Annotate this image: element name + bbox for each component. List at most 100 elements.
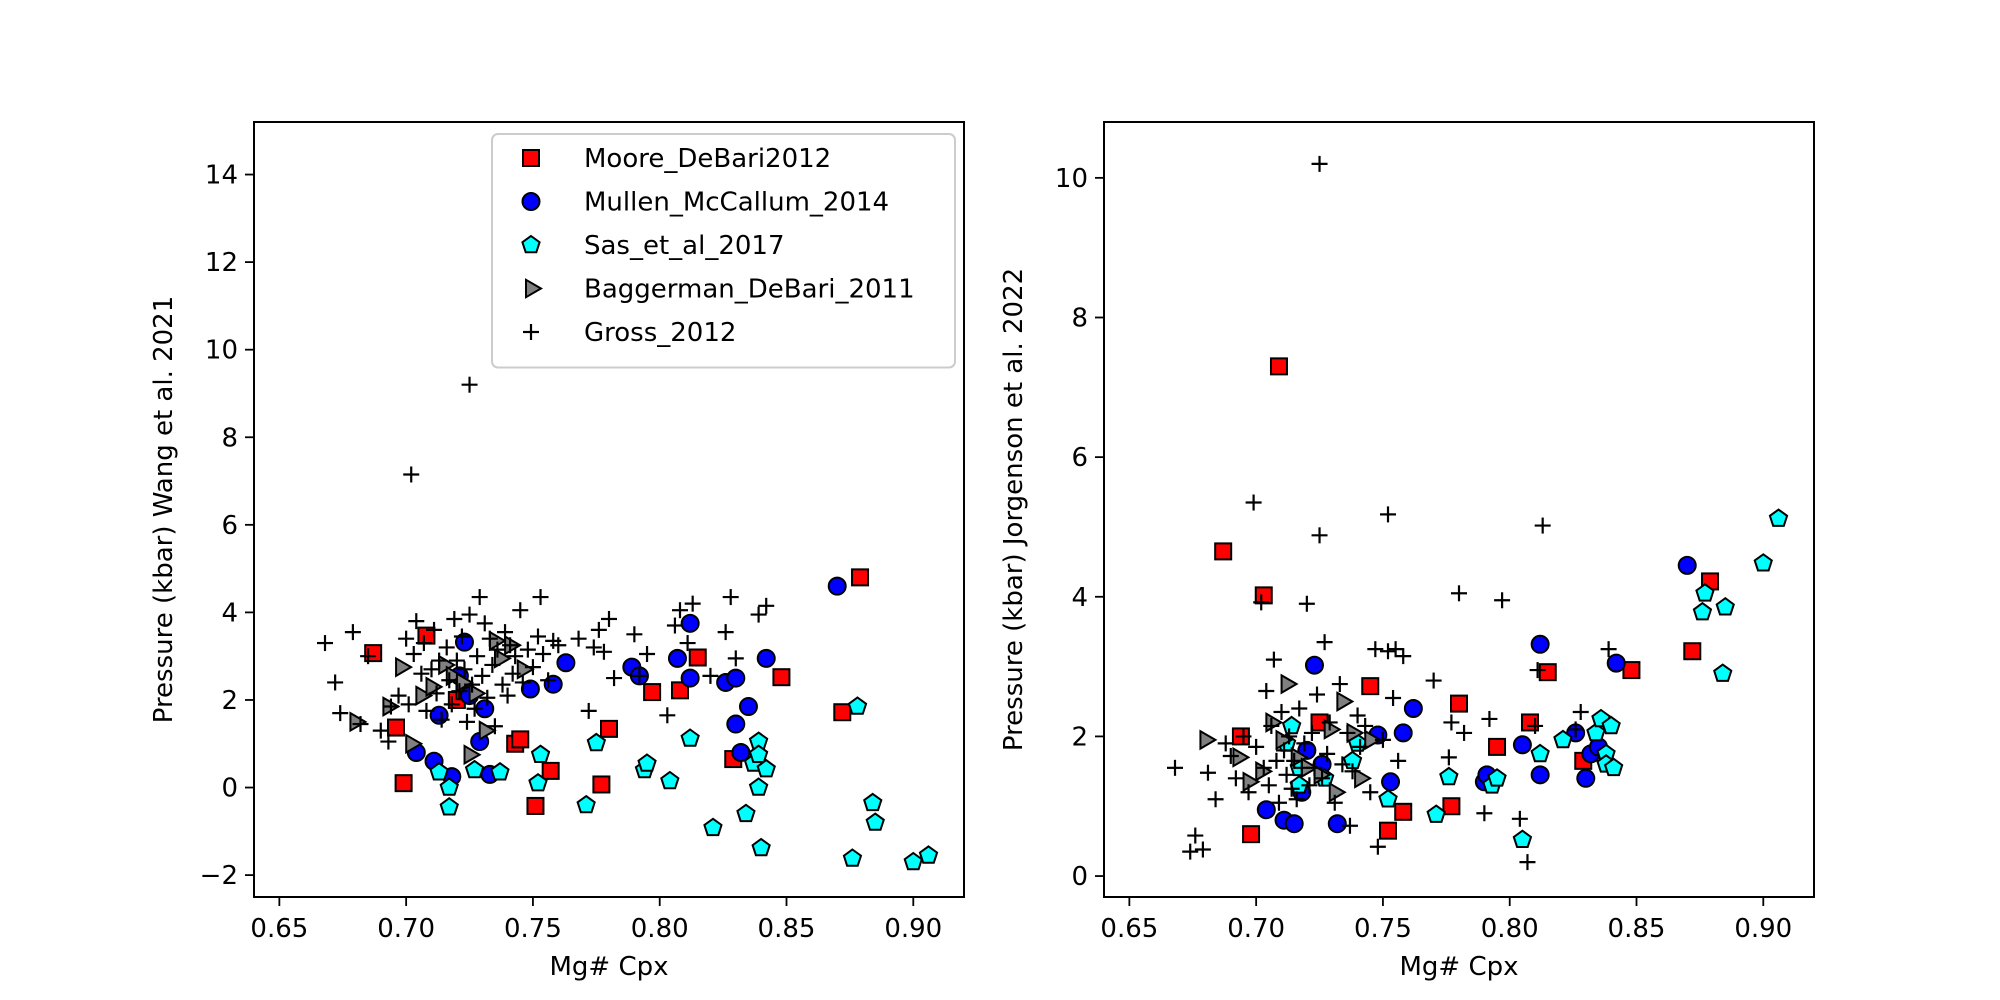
data-point xyxy=(439,777,459,796)
legend-marker-baggerman-debari-2011 xyxy=(525,278,543,299)
data-point xyxy=(490,761,510,781)
data-point xyxy=(748,777,769,796)
data-point xyxy=(476,615,493,632)
data-point xyxy=(903,851,923,871)
data-point xyxy=(1270,794,1287,811)
data-point xyxy=(576,794,596,814)
x-tick-label: 0.65 xyxy=(250,914,308,944)
data-point xyxy=(1530,765,1550,785)
data-point xyxy=(1488,737,1507,756)
data-point xyxy=(493,647,512,669)
data-point xyxy=(586,732,607,752)
data-point xyxy=(863,792,883,812)
data-point xyxy=(1369,838,1386,855)
data-point xyxy=(403,466,420,483)
data-point xyxy=(1331,676,1348,693)
data-point xyxy=(1303,724,1320,741)
data-point xyxy=(756,758,776,778)
data-point xyxy=(1476,805,1493,822)
data-point xyxy=(1273,703,1290,720)
data-point xyxy=(684,595,701,612)
data-point xyxy=(1260,777,1277,794)
data-point xyxy=(405,645,422,662)
data-point xyxy=(595,643,612,660)
data-point xyxy=(631,667,648,684)
data-point xyxy=(1336,691,1355,712)
plot-frame xyxy=(1103,121,1815,898)
data-point xyxy=(1481,710,1498,727)
data-point xyxy=(1341,817,1358,834)
y-tick-label: 4 xyxy=(1071,583,1088,613)
x-tick-label: 0.65 xyxy=(1100,914,1158,944)
data-point xyxy=(489,641,506,658)
data-point xyxy=(451,683,468,700)
data-point xyxy=(497,624,514,641)
plot-frame xyxy=(253,121,965,898)
data-point xyxy=(1361,677,1380,696)
data-point xyxy=(1768,508,1789,527)
data-point xyxy=(1288,791,1305,808)
series-gross-2012 xyxy=(1167,155,1617,871)
data-point xyxy=(585,639,602,656)
data-point xyxy=(590,621,607,638)
data-point xyxy=(556,653,576,673)
data-point xyxy=(580,702,597,719)
data-point xyxy=(1254,586,1273,605)
data-point xyxy=(717,624,734,641)
data-point xyxy=(1284,814,1304,834)
data-point xyxy=(1276,742,1293,759)
data-point xyxy=(443,696,460,713)
data-point xyxy=(1603,757,1624,777)
data-point xyxy=(441,672,458,689)
series-gross-2012 xyxy=(317,376,775,750)
data-point xyxy=(1713,663,1733,682)
y-tick-label: 2 xyxy=(221,686,238,716)
legend-label-moore-debari2012: Moore_DeBari2012 xyxy=(584,144,831,174)
data-point xyxy=(1442,797,1461,816)
left-panel-wang-2021: 0.65 0.70 0.75 0.80 0.85 0.90 −2 0 2 4 6 8 10 12 14 Mg#… xyxy=(149,121,965,982)
data-point xyxy=(1529,662,1546,679)
data-point xyxy=(1553,729,1573,749)
data-point xyxy=(317,635,333,652)
y-axis-label: Pressure (kbar) Wang et al. 2021 xyxy=(149,296,179,724)
y-tick-label: 2 xyxy=(1071,722,1088,752)
data-point xyxy=(1456,724,1473,741)
data-point xyxy=(1326,794,1343,811)
y-tick-label: 6 xyxy=(221,511,238,541)
data-point xyxy=(1426,804,1446,823)
data-point xyxy=(439,796,459,816)
data-point xyxy=(1394,802,1413,821)
data-point xyxy=(1182,843,1199,860)
data-point xyxy=(535,645,552,662)
x-tick-label: 0.90 xyxy=(1734,914,1792,944)
data-point xyxy=(847,696,868,715)
data-point xyxy=(736,803,756,823)
legend-marker-sas-et-al-2017 xyxy=(521,234,541,254)
data-point xyxy=(1439,766,1459,786)
data-point xyxy=(448,652,465,669)
y-tick-label: 6 xyxy=(1071,443,1088,473)
data-point xyxy=(1519,854,1536,871)
data-point xyxy=(1199,729,1218,751)
x-tick-label: 0.80 xyxy=(631,914,689,944)
data-point xyxy=(1283,780,1300,797)
data-point xyxy=(1586,722,1606,742)
data-point xyxy=(425,676,444,698)
data-point xyxy=(1281,715,1302,735)
data-point xyxy=(400,696,417,713)
data-point xyxy=(1440,749,1457,766)
legend-marker-gross-2012 xyxy=(523,324,539,340)
data-point xyxy=(332,705,349,722)
data-point xyxy=(680,728,700,747)
data-point xyxy=(526,796,545,815)
data-point xyxy=(1600,641,1617,658)
data-point xyxy=(1242,825,1261,844)
data-point xyxy=(507,648,524,665)
data-point xyxy=(1753,553,1773,572)
data-point xyxy=(471,589,488,606)
data-point xyxy=(751,837,771,857)
data-point xyxy=(372,722,389,739)
data-point xyxy=(1683,642,1702,661)
